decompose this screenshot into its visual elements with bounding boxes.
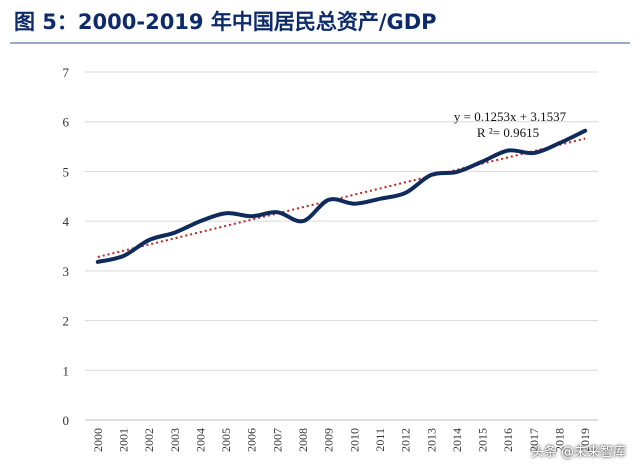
y-tick-label-4: 4 <box>63 214 70 229</box>
data-point-2008 <box>302 220 305 223</box>
data-point-2014 <box>455 170 458 173</box>
trendline-equation: y = 0.1253x + 3.1537 <box>454 109 567 124</box>
data-point-2019 <box>584 129 587 132</box>
data-point-2006 <box>250 215 253 218</box>
data-point-2005 <box>225 212 228 215</box>
title-divider <box>10 42 630 44</box>
x-tick-label-2008: 2008 <box>296 428 310 452</box>
x-tick-label-2014: 2014 <box>450 428 464 452</box>
trendline-r-squared: R ²= 0.9615 <box>477 125 539 140</box>
x-tick-label-2005: 2005 <box>219 428 233 452</box>
x-tick-label-2003: 2003 <box>168 428 182 452</box>
x-tick-label-2019: 2019 <box>578 428 592 452</box>
y-tick-label-6: 6 <box>63 115 70 130</box>
x-tick-label-2004: 2004 <box>193 428 207 452</box>
linear-trendline <box>97 137 586 258</box>
x-tick-label-2012: 2012 <box>399 428 413 452</box>
y-tick-label-2: 2 <box>63 314 70 329</box>
x-tick-label-2015: 2015 <box>476 428 490 452</box>
y-tick-label-5: 5 <box>63 164 70 179</box>
data-point-2013 <box>430 173 433 176</box>
x-tick-label-2007: 2007 <box>270 428 284 452</box>
data-point-2016 <box>507 149 510 152</box>
data-point-2003 <box>173 231 176 234</box>
x-tick-label-2018: 2018 <box>553 428 567 452</box>
data-point-2007 <box>276 211 279 214</box>
data-point-2002 <box>148 239 151 242</box>
x-tick-label-2006: 2006 <box>245 428 259 452</box>
y-tick-label-3: 3 <box>63 264 70 279</box>
watermark: 头条 @未来智库 <box>530 445 626 460</box>
x-tick-label-2016: 2016 <box>501 428 515 452</box>
data-point-2004 <box>199 220 202 223</box>
x-tick-label-2013: 2013 <box>424 428 438 452</box>
y-tick-label-1: 1 <box>63 363 70 378</box>
x-tick-label-2000: 2000 <box>91 428 105 452</box>
data-point-2010 <box>353 202 356 205</box>
x-tick-label-2011: 2011 <box>373 428 387 452</box>
data-point-2009 <box>327 198 330 201</box>
page-title: 图 5：2000-2019 年中国居民总资产/GDP <box>14 10 437 34</box>
x-tick-label-2009: 2009 <box>322 428 336 452</box>
data-point-2001 <box>122 254 125 257</box>
data-point-2015 <box>481 160 484 163</box>
data-point-2000 <box>96 260 99 263</box>
x-tick-label-2010: 2010 <box>347 428 361 452</box>
y-tick-label-7: 7 <box>63 65 70 80</box>
data-point-2017 <box>532 152 535 155</box>
data-point-2011 <box>379 197 382 200</box>
x-tick-label-2001: 2001 <box>116 428 130 452</box>
x-tick-label-2017: 2017 <box>527 428 541 452</box>
x-tick-label-2002: 2002 <box>142 428 156 452</box>
data-point-2012 <box>404 191 407 194</box>
series-line <box>95 128 588 264</box>
data-point-2018 <box>558 142 561 145</box>
y-tick-label-0: 0 <box>63 413 70 428</box>
